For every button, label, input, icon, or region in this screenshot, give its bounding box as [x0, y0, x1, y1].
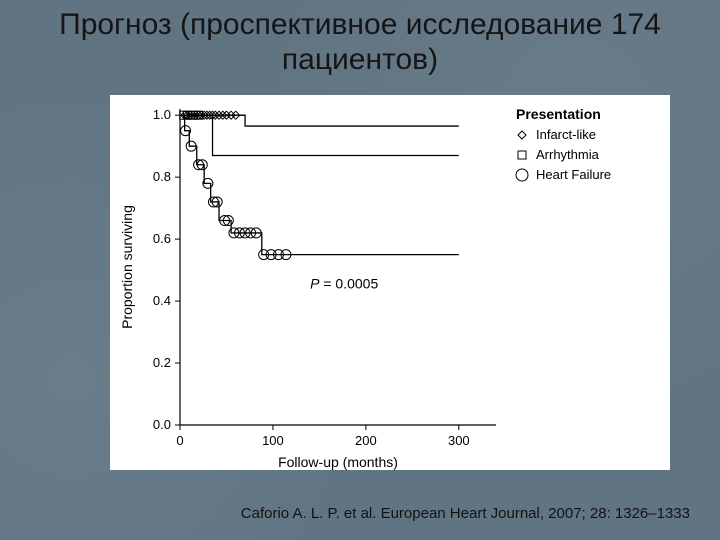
svg-text:P = 0.0005: P = 0.0005	[310, 276, 378, 292]
svg-text:0.8: 0.8	[153, 169, 171, 184]
svg-text:300: 300	[448, 433, 470, 448]
svg-text:Arrhythmia: Arrhythmia	[536, 147, 600, 162]
slide-title: Прогноз (проспективное исследование 174 …	[0, 8, 720, 77]
svg-text:0: 0	[176, 433, 183, 448]
svg-text:0.6: 0.6	[153, 231, 171, 246]
svg-text:Infarct-like: Infarct-like	[536, 127, 596, 142]
svg-text:0.2: 0.2	[153, 355, 171, 370]
svg-text:Heart Failure: Heart Failure	[536, 167, 611, 182]
svg-text:1.0: 1.0	[153, 107, 171, 122]
svg-text:100: 100	[262, 433, 284, 448]
km-chart-svg: 0.0 0.2 0.4 0.6 0.8 1.0 0 100 200 300 Follow-up (m…	[110, 95, 670, 470]
svg-text:Proportion surviving: Proportion surviving	[119, 205, 135, 329]
svg-text:0.0: 0.0	[153, 417, 171, 432]
km-chart: 0.0 0.2 0.4 0.6 0.8 1.0 0 100 200 300 Follow-up (m…	[110, 95, 670, 470]
citation: Caforio A. L. P. et al. European Heart J…	[241, 505, 690, 522]
svg-text:200: 200	[355, 433, 377, 448]
svg-text:Presentation: Presentation	[516, 106, 601, 122]
title-line-2: пациентов)	[282, 43, 438, 76]
title-line-1: Прогноз (проспективное исследование 174	[59, 8, 661, 41]
svg-text:Follow-up (months): Follow-up (months)	[278, 454, 398, 470]
svg-text:0.4: 0.4	[153, 293, 171, 308]
slide: Прогноз (проспективное исследование 174 …	[0, 0, 720, 540]
